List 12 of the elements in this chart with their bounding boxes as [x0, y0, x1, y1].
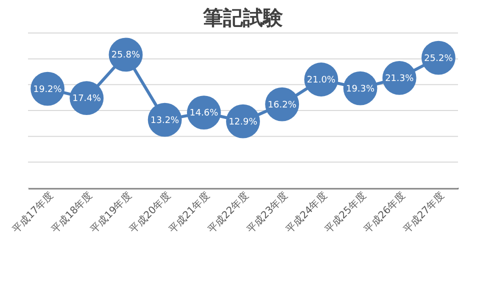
data-label: 19.2% [33, 84, 62, 95]
data-label: 12.9% [228, 117, 258, 128]
chart-title: 筆記試験 [202, 6, 284, 30]
data-label: 17.4% [72, 94, 102, 104]
data-label: 13.2% [150, 116, 180, 126]
data-label: 21.0% [306, 76, 336, 86]
data-label: 25.8% [111, 50, 140, 61]
data-label: 25.2% [424, 54, 454, 64]
data-label: 21.3% [385, 74, 414, 84]
data-label: 16.2% [268, 100, 297, 110]
data-label: 19.3% [346, 84, 376, 94]
data-label: 14.6% [190, 108, 219, 119]
